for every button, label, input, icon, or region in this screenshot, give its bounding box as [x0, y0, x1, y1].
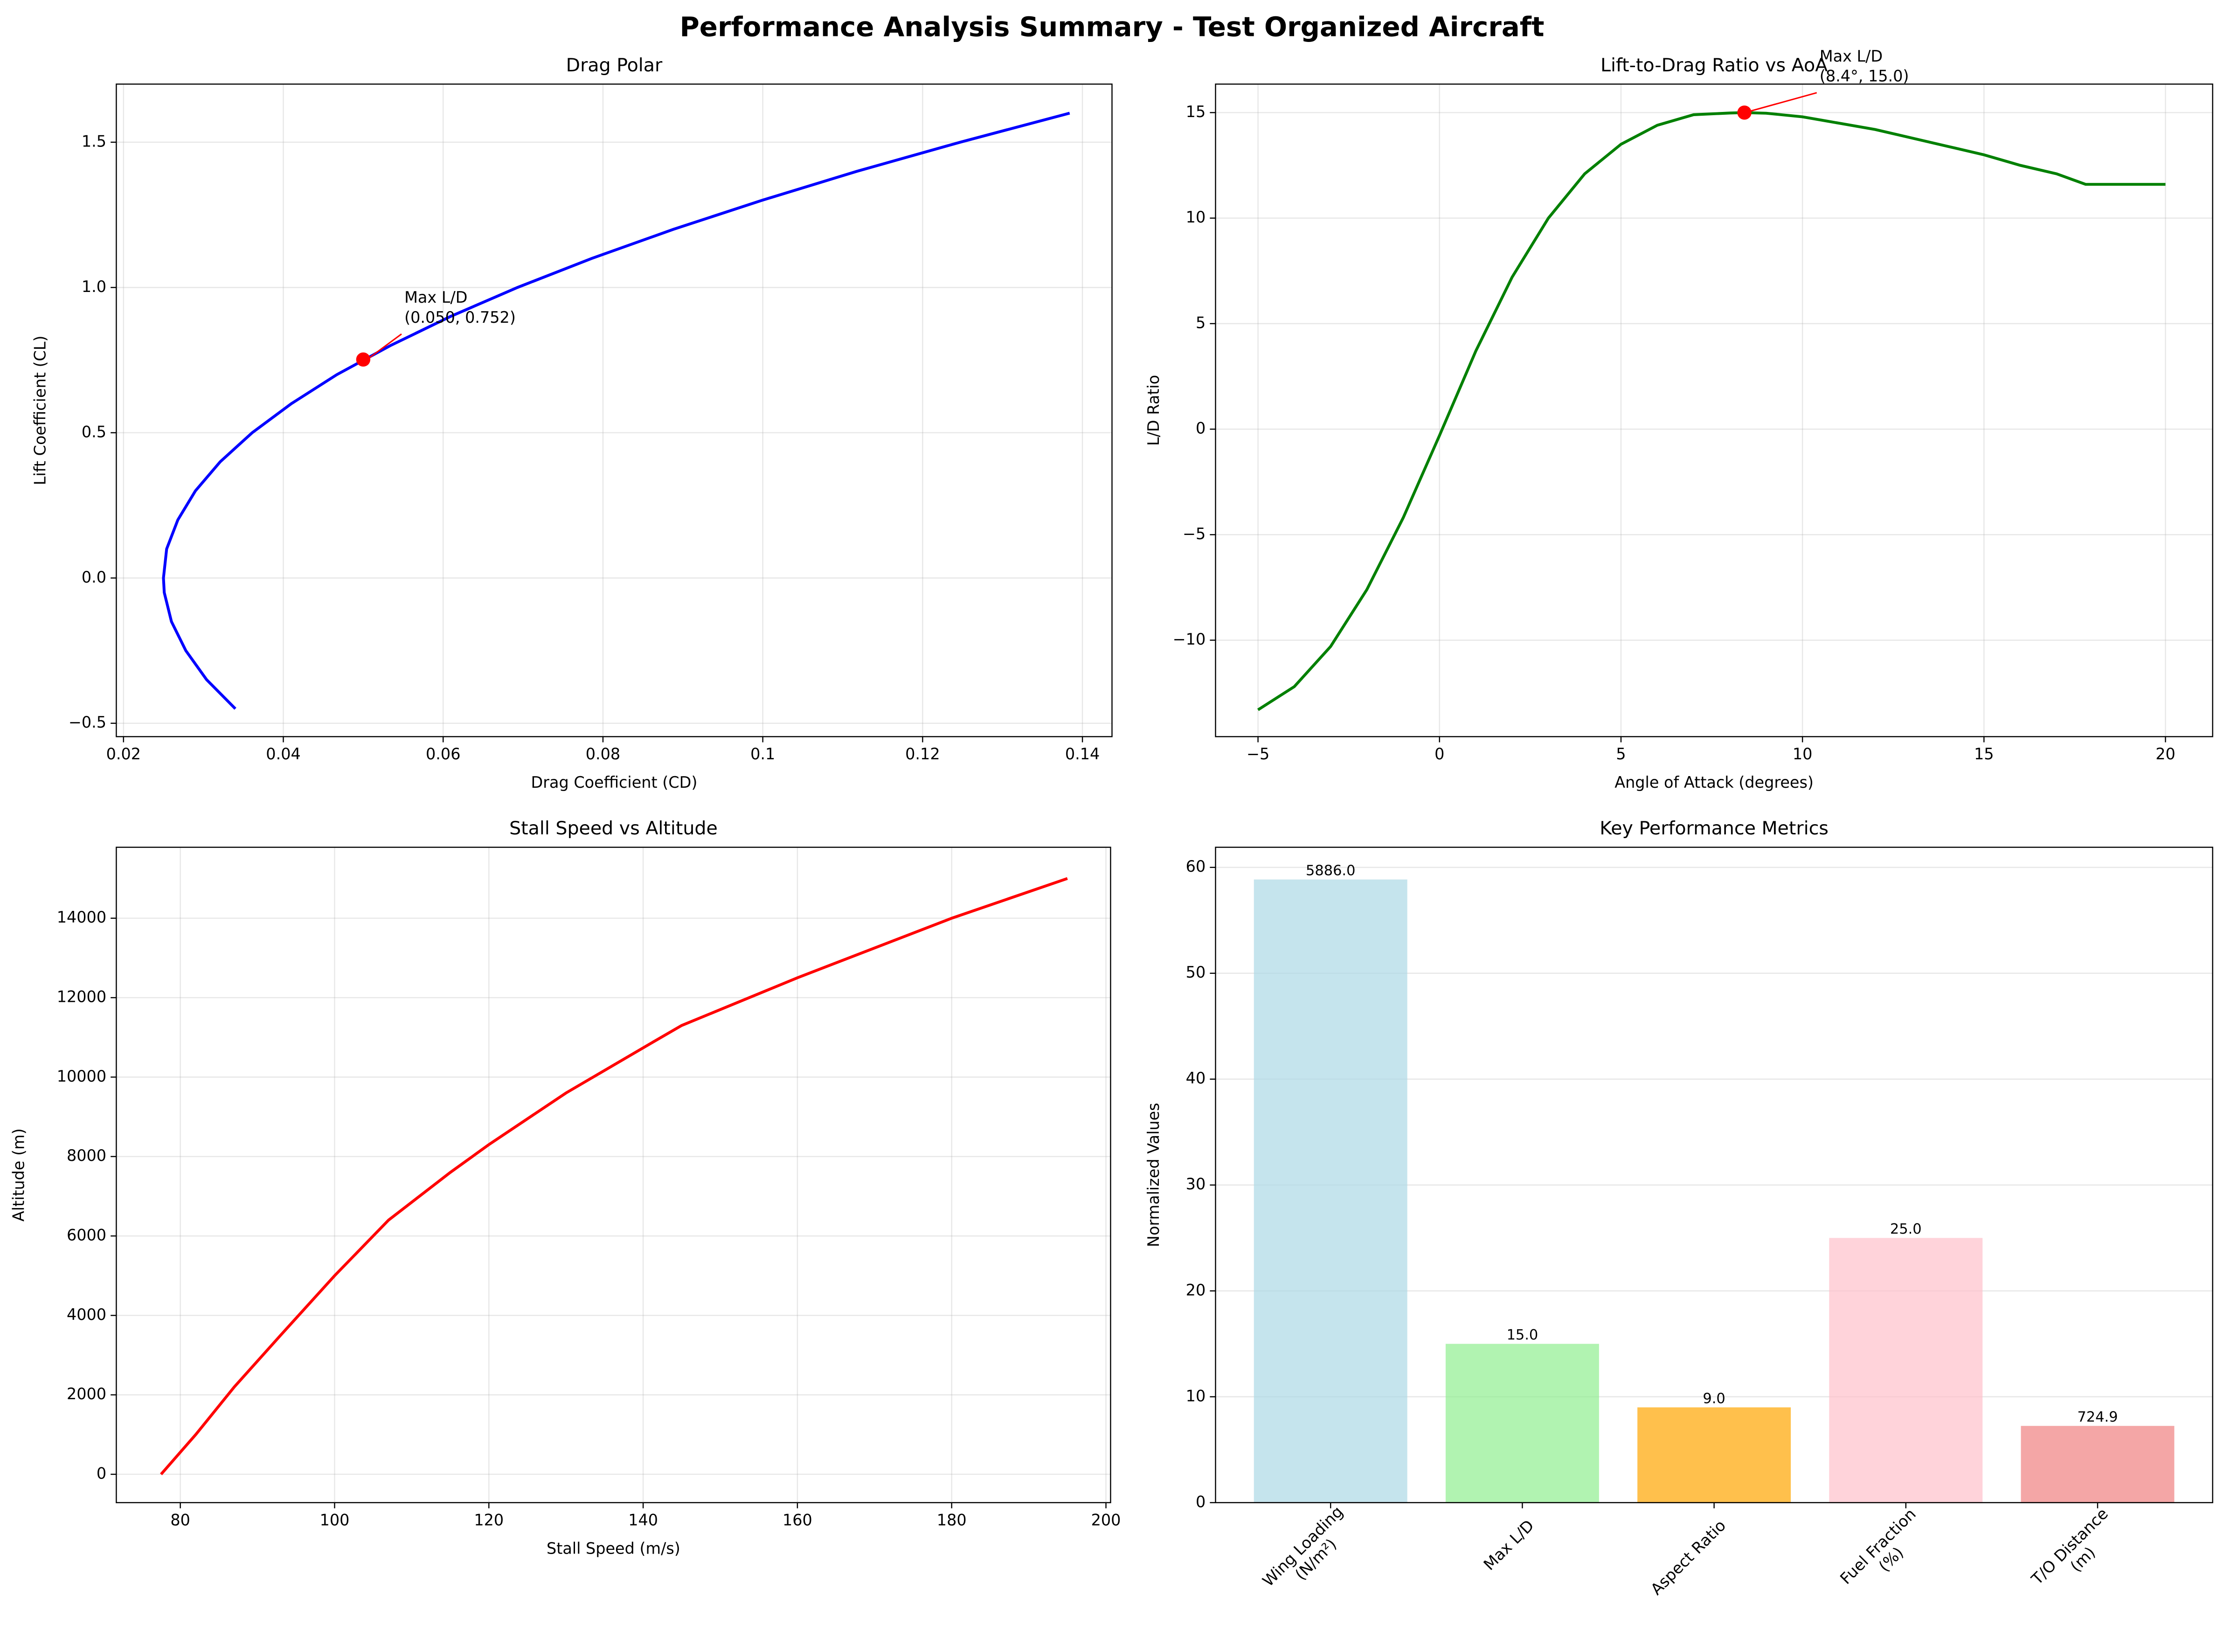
x-tick-label: 0.04 [266, 745, 300, 763]
y-tick-label: 1.0 [82, 278, 106, 296]
x-axis-label: Stall Speed (m/s) [547, 1539, 680, 1557]
y-tick-label: 15 [1186, 103, 1206, 121]
x-tick-label: 0.12 [905, 745, 940, 763]
y-tick-label: 60 [1186, 857, 1206, 875]
x-tick-label: 5 [1616, 745, 1626, 763]
x-tick-label: 20 [2155, 745, 2176, 763]
x-tick-label: 180 [937, 1511, 967, 1529]
y-tick-label: −10 [1173, 630, 1206, 648]
y-tick-label: 10 [1186, 208, 1206, 226]
x-tick-label: 160 [783, 1511, 812, 1529]
y-tick-label: 40 [1186, 1069, 1206, 1087]
value-label: 9.0 [1703, 1390, 1725, 1407]
y-tick-label: 14000 [57, 908, 106, 926]
max-ld-point [356, 352, 371, 367]
x-tick-label: 0.08 [586, 745, 620, 763]
y-tick-label: 10000 [57, 1067, 106, 1085]
value-label: 5886.0 [1306, 863, 1355, 879]
y-axis-label: L/D Ratio [1144, 375, 1163, 446]
x-tick-label: 0 [1434, 745, 1444, 763]
annotation-text: Max L/D [404, 288, 467, 306]
x-tick-label: 200 [1091, 1511, 1121, 1529]
figure-title: Performance Analysis Summary - Test Orga… [679, 11, 1544, 42]
bar [2021, 1426, 2175, 1503]
y-tick-label: 4000 [67, 1305, 106, 1324]
y-tick-label: −0.5 [69, 713, 106, 731]
y-tick-label: 0 [97, 1464, 106, 1482]
y-tick-label: 8000 [67, 1146, 106, 1165]
subplot-title: Lift-to-Drag Ratio vs AoA [1600, 55, 1828, 76]
data-line [162, 111, 1070, 710]
y-tick-label: 0 [1196, 1492, 1206, 1511]
y-axis-label: Altitude (m) [10, 1128, 28, 1222]
y-tick-label: −5 [1183, 525, 1206, 543]
plot-frame [1215, 847, 2213, 1503]
x-tick-label: 140 [628, 1511, 658, 1529]
x-tick-label: −5 [1247, 745, 1269, 763]
subplot-title: Key Performance Metrics [1600, 818, 1829, 839]
x-tick-label: 0.14 [1065, 745, 1100, 763]
y-axis-label: Lift Coefficient (CL) [31, 335, 49, 485]
y-axis-label: Normalized Values [1144, 1103, 1163, 1247]
value-label: 15.0 [1507, 1327, 1538, 1343]
x-tick-label: 10 [1793, 745, 1813, 763]
annotation-text: (8.4°, 15.0) [1820, 67, 1909, 85]
y-tick-label: 0 [1196, 419, 1206, 437]
annotation-text: Max L/D [1820, 47, 1883, 65]
annotation-arrow [1750, 92, 1817, 112]
bar [1254, 879, 1407, 1503]
x-tick-label: 120 [474, 1511, 504, 1529]
bar [1637, 1407, 1791, 1503]
value-label: 724.9 [2077, 1409, 2118, 1425]
x-tick-label: 0.02 [106, 745, 141, 763]
bar [1445, 1344, 1599, 1503]
data-line [1257, 111, 2166, 711]
y-tick-label: 0.0 [82, 568, 106, 586]
data-line [160, 877, 1068, 1475]
y-tick-label: 50 [1186, 963, 1206, 981]
annotation-arrow [368, 333, 402, 359]
y-tick-label: 10 [1186, 1387, 1206, 1405]
plot-frame [1215, 83, 2213, 737]
y-tick-label: 5 [1196, 313, 1206, 332]
y-tick-label: 1.5 [82, 132, 106, 150]
y-tick-label: 30 [1186, 1175, 1206, 1193]
x-axis-label: Angle of Attack (degrees) [1614, 773, 1814, 791]
value-label: 25.0 [1890, 1221, 1922, 1237]
y-tick-label: 20 [1186, 1281, 1206, 1299]
plot-frame [116, 83, 1113, 737]
subplot-title: Stall Speed vs Altitude [509, 818, 718, 839]
max-ld-point [1737, 105, 1752, 120]
x-tick-label: 80 [170, 1511, 190, 1529]
annotation-text: (0.050, 0.752) [404, 308, 516, 326]
y-tick-label: 2000 [67, 1385, 106, 1403]
y-tick-label: 0.5 [82, 423, 106, 441]
x-tick-label: 0.1 [750, 745, 775, 763]
y-tick-label: 12000 [57, 988, 106, 1006]
bar [1829, 1238, 1983, 1503]
x-axis-label: Drag Coefficient (CD) [531, 773, 697, 791]
x-tick-label: 0.06 [426, 745, 460, 763]
y-tick-label: 6000 [67, 1226, 106, 1244]
subplot-title: Drag Polar [566, 55, 663, 76]
plot-frame [116, 847, 1111, 1503]
x-tick-label: 15 [1974, 745, 1994, 763]
x-tick-label: 100 [320, 1511, 350, 1529]
